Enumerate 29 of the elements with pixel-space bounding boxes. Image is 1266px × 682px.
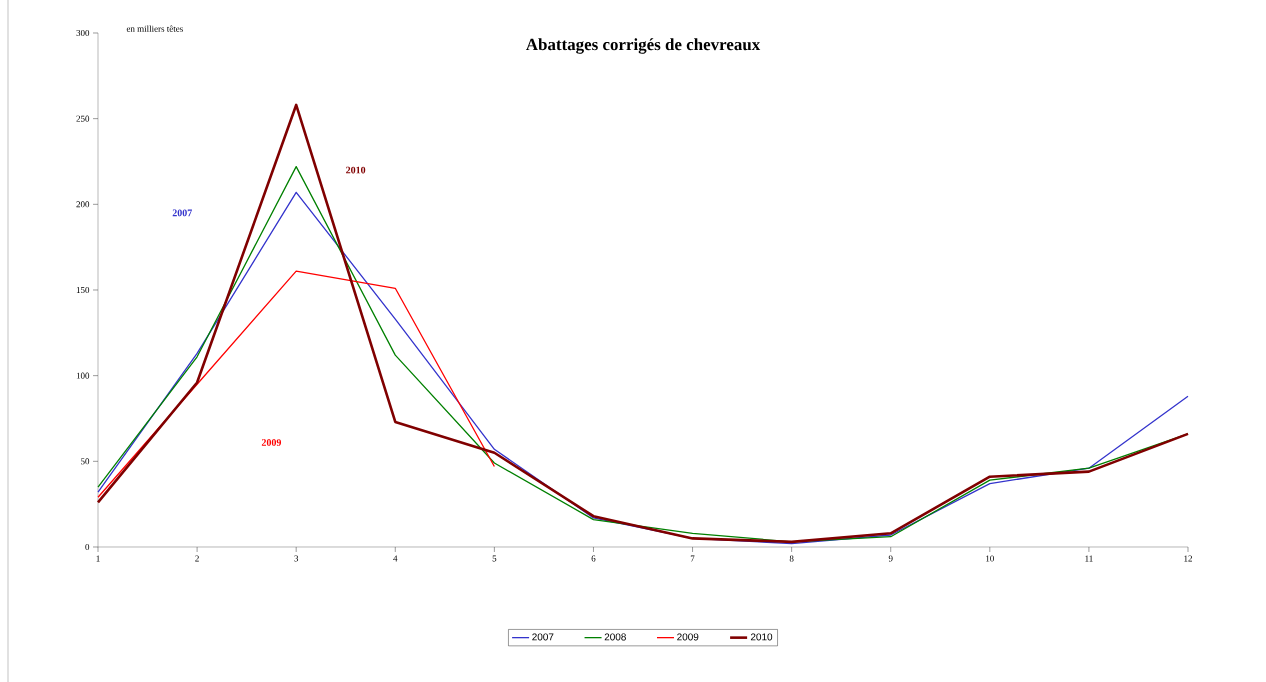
x-tick-label: 1 <box>96 555 100 562</box>
legend-label: 2010 <box>750 633 773 641</box>
x-tick-label: 8 <box>789 555 794 562</box>
x-tick-label: 5 <box>492 555 497 562</box>
y-tick-label: 0 <box>85 543 90 551</box>
x-tick-label: 6 <box>591 555 596 562</box>
x-tick-label: 9 <box>888 555 893 562</box>
x-tick-label: 7 <box>690 555 695 562</box>
y-axis-title: en milliers têtes <box>126 25 183 32</box>
line-series <box>97 270 496 498</box>
legend-label: 2009 <box>677 633 699 641</box>
annotation: 2010 <box>346 166 366 174</box>
x-tick-label: 3 <box>294 555 299 562</box>
legend-label: 2008 <box>604 633 626 641</box>
x-tick-label: 11 <box>1085 555 1093 562</box>
x-tick-label: 4 <box>393 555 398 562</box>
y-tick-label: 100 <box>76 372 90 379</box>
y-tick-label: 300 <box>76 29 90 37</box>
legend-label: 2007 <box>532 633 554 641</box>
y-tick-label: 50 <box>81 458 90 465</box>
x-tick-label: 2 <box>195 555 199 562</box>
chart-title: Abattages corrigés de chevreaux <box>525 38 761 54</box>
y-tick-label: 200 <box>76 201 90 208</box>
annotation: 2007 <box>172 209 192 217</box>
y-tick-label: 250 <box>76 115 90 122</box>
x-tick-label: 12 <box>1184 555 1192 562</box>
y-tick-label: 150 <box>76 286 90 294</box>
x-tick-label: 10 <box>986 555 994 562</box>
annotation: 2009 <box>261 439 282 446</box>
